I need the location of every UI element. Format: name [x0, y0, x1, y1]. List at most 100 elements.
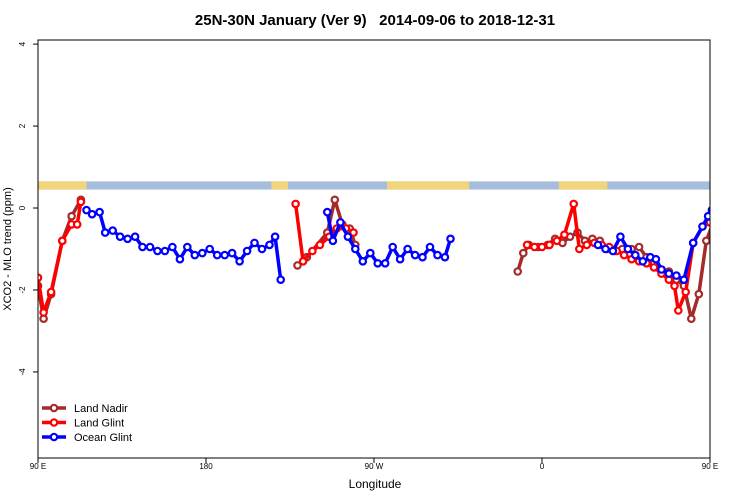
- data-point-ocean-glint: [160, 246, 170, 256]
- data-point-land-glint: [315, 240, 325, 250]
- data-point-ocean-glint: [410, 250, 420, 260]
- data-point-ocean-glint: [425, 242, 435, 252]
- data-point-ocean-glint: [198, 248, 207, 258]
- data-point-ocean-glint: [688, 238, 698, 248]
- data-point-ocean-glint: [276, 275, 286, 285]
- legend-marker: [49, 403, 59, 413]
- data-point-ocean-glint: [205, 244, 215, 254]
- data-point-ocean-glint: [242, 246, 252, 256]
- data-point-land-nadir: [330, 195, 340, 205]
- data-point-ocean-glint: [358, 256, 368, 266]
- data-point-land-glint: [530, 242, 539, 252]
- data-point-land-nadir: [634, 242, 644, 252]
- land-band-segment: [558, 181, 608, 190]
- data-point-ocean-glint: [380, 258, 390, 268]
- data-point-ocean-glint: [212, 250, 222, 260]
- data-point-ocean-glint: [130, 232, 140, 242]
- data-point-ocean-glint: [731, 229, 737, 235]
- land-mask-band: [38, 181, 710, 190]
- data-point-ocean-glint: [95, 207, 104, 217]
- data-point-land-nadir: [518, 248, 528, 258]
- data-point-ocean-glint: [746, 234, 750, 240]
- data-point-land-glint: [298, 256, 308, 266]
- data-point-ocean-glint: [250, 238, 259, 248]
- y-tick-label: -2: [18, 286, 27, 294]
- y-tick-label: 0: [18, 205, 27, 210]
- data-point-land-glint: [38, 273, 43, 282]
- data-point-ocean-glint: [395, 254, 405, 264]
- x-tick-label: 90 W: [365, 462, 384, 471]
- series-line-land-nadir: [515, 226, 710, 321]
- x-tick-label: 90 E: [30, 462, 46, 471]
- data-point-land-nadir: [722, 197, 728, 203]
- data-point-ocean-glint: [343, 232, 353, 242]
- data-point-land-nadir: [67, 211, 76, 221]
- data-point-land-glint: [39, 308, 48, 317]
- y-tick-label: 2: [18, 123, 27, 128]
- data-point-ocean-glint: [328, 236, 338, 246]
- data-point-ocean-glint: [145, 242, 155, 252]
- data-point-land-glint: [582, 240, 592, 250]
- x-tick-label: 0: [540, 462, 545, 471]
- legend-item-land-glint: Land Glint: [42, 418, 124, 430]
- data-point-ocean-glint: [724, 209, 730, 215]
- data-point-land-glint: [712, 199, 718, 205]
- y-axis-label: XCO2 - MLO trend (ppm): [2, 187, 14, 310]
- data-point-ocean-glint: [403, 244, 412, 254]
- data-point-ocean-glint: [418, 252, 427, 262]
- series-line-ocean-glint: [84, 208, 283, 282]
- data-point-land-glint: [560, 230, 569, 240]
- data-point-ocean-glint: [440, 252, 450, 262]
- legend-label: Ocean Glint: [74, 432, 132, 444]
- data-point-land-nadir: [686, 314, 696, 324]
- data-point-ocean-glint: [235, 256, 244, 266]
- data-point-land-glint: [552, 236, 562, 246]
- data-point-land-glint: [57, 236, 67, 246]
- series-ocean-glint: [82, 205, 750, 285]
- legend-label: Land Nadir: [74, 403, 128, 415]
- data-point-ocean-glint: [433, 250, 442, 260]
- data-point-ocean-glint: [698, 222, 707, 231]
- data-point-ocean-glint: [679, 275, 689, 285]
- chart-title: 25N-30N January (Ver 9) 2014-09-06 to 20…: [195, 12, 555, 29]
- legend-item-ocean-glint: Ocean Glint: [42, 432, 132, 444]
- data-point-land-nadir: [702, 236, 710, 246]
- data-point-ocean-glint: [168, 242, 177, 252]
- data-point-land-glint: [619, 250, 629, 260]
- data-point-ocean-glint: [630, 250, 640, 260]
- data-point-land-glint: [522, 240, 532, 250]
- data-point-land-glint: [72, 220, 82, 229]
- data-point-ocean-glint: [322, 207, 332, 217]
- x-tick-label: 180: [199, 462, 213, 471]
- data-point-ocean-glint: [270, 232, 280, 242]
- x-axis: 90 E 180 90 W 0 90 E: [30, 458, 718, 471]
- land-band-segment: [387, 181, 470, 190]
- data-point-ocean-glint: [100, 228, 110, 237]
- data-point-ocean-glint: [446, 234, 455, 244]
- y-tick-label: 4: [18, 41, 27, 46]
- data-point-ocean-glint: [703, 211, 710, 221]
- data-point-ocean-glint: [651, 254, 661, 264]
- data-point-land-glint: [670, 281, 679, 291]
- data-point-ocean-glint: [82, 205, 91, 215]
- legend: Land Nadir Land Glint Ocean Glint: [42, 403, 132, 444]
- data-point-ocean-glint: [638, 256, 648, 266]
- x-tick-label: 90 E: [702, 462, 718, 471]
- series-layer: [38, 195, 750, 324]
- data-point-land-glint: [308, 246, 317, 256]
- data-point-ocean-glint: [227, 248, 237, 258]
- y-tick-label: -4: [18, 368, 27, 376]
- land-band-segment: [271, 181, 289, 190]
- data-point-ocean-glint: [183, 242, 192, 252]
- data-point-ocean-glint: [190, 250, 200, 260]
- data-point-ocean-glint: [115, 232, 125, 242]
- data-point-land-glint: [349, 228, 358, 237]
- data-point-land-nadir: [513, 267, 523, 276]
- data-point-ocean-glint: [365, 248, 375, 258]
- ocean-band: [38, 181, 710, 190]
- legend-label: Land Glint: [74, 418, 124, 430]
- x-axis-label: Longitude: [349, 477, 402, 491]
- data-point-land-glint: [673, 306, 683, 315]
